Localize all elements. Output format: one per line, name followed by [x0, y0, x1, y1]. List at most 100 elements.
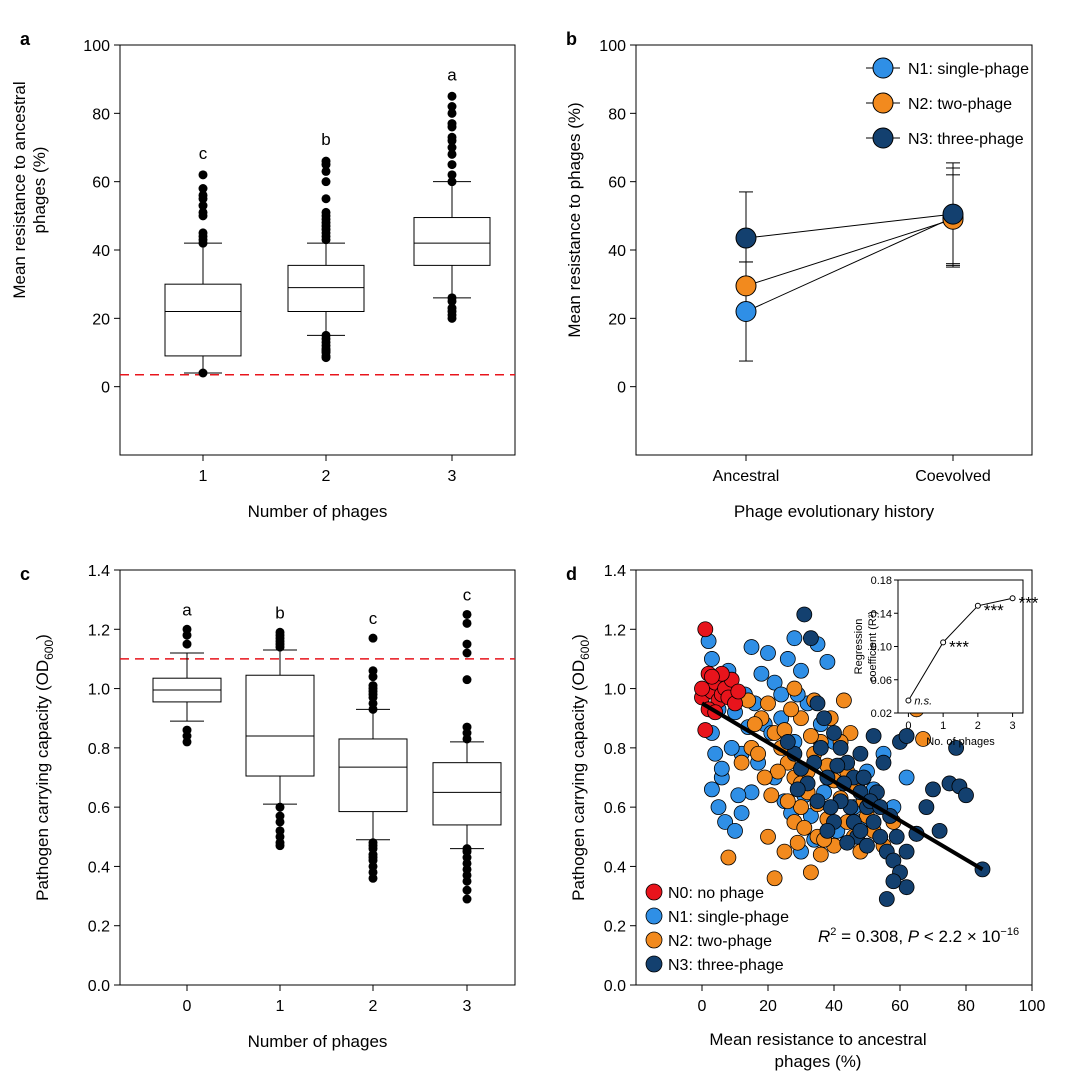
panel-d-inset-xtick-label-3: 3: [1010, 720, 1016, 732]
panel-d-point-3-57: [852, 822, 869, 839]
panel-d-point-2-41: [750, 745, 766, 762]
panel-a-outlier-2-15: [447, 108, 457, 118]
panel-a-boxplot: 0 20 40 60 80 100 c 1 b 2 a 3 Number of phages Mean r…: [10, 38, 516, 521]
panel-c-xtick-label-0: 0: [183, 998, 192, 1015]
panel-a-outlier-0-7: [198, 201, 208, 211]
panel-d-point-1-36: [898, 769, 915, 786]
panel-d-xtick-label-3: 60: [891, 998, 909, 1015]
panel-b-lineplot: 0 20 40 60 80 100 Ancestral Coevolved N1: single…: [565, 38, 1033, 521]
panel-d-point-3-29: [898, 728, 915, 744]
panel-d-point-1-25: [819, 653, 836, 670]
panel-d-point-3-15: [898, 879, 915, 896]
panel-a-box-0: [164, 283, 242, 357]
panel-d-point-2-12: [760, 695, 776, 712]
panel-a-ylabel: Mean resistance to ancestral phages (%): [10, 81, 49, 298]
panel-d-ytick-label-7: 1.4: [604, 563, 626, 580]
panel-c-outlier-0-5: [182, 624, 192, 634]
panel-d-point-3-30: [865, 728, 882, 744]
panel-d-point-3-32: [852, 745, 869, 762]
panel-b-series-line-0: [745, 217, 954, 312]
panel-c-outlier-2-8: [368, 838, 378, 848]
panel-a-outlier-0-10: [198, 184, 208, 193]
panel-c-sig-letter-3: c: [463, 585, 472, 604]
panel-a-outlier-2-8: [447, 160, 457, 170]
panel-d-point-3-42: [779, 734, 796, 750]
panel-d-inset-sig-3: ***: [1019, 593, 1039, 612]
panel-a-outlier-2-5: [447, 293, 457, 303]
panel-d-point-3-4: [826, 725, 842, 741]
panel-d-legend-marker-1: [645, 907, 663, 925]
panel-d-point-0-16: [694, 680, 710, 697]
panel-d-point-3-11: [872, 828, 889, 845]
panel-a-outlier-2-16: [447, 102, 457, 111]
panel-c-outlier-2-18: [368, 633, 378, 643]
panel-d-point-2-3: [776, 843, 793, 860]
panel-b-ytick-label-1: 20: [608, 311, 626, 328]
panel-c-outlier-3-0: [462, 894, 472, 904]
panel-c-sig-letter-1: b: [275, 603, 284, 622]
panel-a-outlier-2-6: [447, 177, 457, 187]
panel-d-point-2-7: [803, 864, 819, 881]
panel-a-xtick-label-1: 2: [322, 468, 331, 485]
panel-c-outlier-3-8: [462, 844, 472, 854]
panel-d-ytick-label-3: 0.6: [604, 800, 626, 817]
panel-b-ytick-label-3: 60: [608, 175, 626, 192]
panel-c-ylabel-text: Pathogen carrying capacity (OD600): [33, 634, 56, 901]
panel-a-xlabel: Number of phages: [248, 502, 388, 521]
panel-d-point-3-37: [812, 739, 829, 756]
panel-d-inset-point-1: [940, 639, 947, 646]
panel-d-legend-marker-3: [645, 955, 663, 973]
panel-b-legend-label-0: N1: single-phage: [908, 61, 1029, 78]
panel-d-point-3-48: [829, 757, 846, 774]
panel-a-sig-letter-0: c: [199, 144, 208, 163]
panel-a-outlier-1-18: [321, 194, 331, 204]
panel-d-point-0-1: [697, 621, 714, 638]
panel-d-point-1-42: [803, 808, 819, 824]
panel-d-point-1-17: [760, 645, 776, 661]
panel-d-point-1-10: [727, 822, 743, 839]
panel-d-point-2-2: [766, 870, 783, 887]
panel-d-inset-ytick-label-2: 0.10: [871, 642, 892, 654]
panel-d-inset-sig-1: ***: [949, 637, 969, 656]
panel-d-ytick-label-5: 1.0: [604, 682, 626, 699]
panel-c-outlier-1-5: [275, 811, 285, 821]
panel-a-outlier-0-4: [198, 228, 208, 238]
panel-d-point-2-36: [786, 680, 803, 697]
panel-d-point-3-22: [931, 822, 948, 839]
panel-letter-a: a: [20, 29, 31, 49]
panel-c-outlier-3-12: [462, 675, 472, 685]
panel-c-ytick-label-5: 1.0: [88, 682, 110, 699]
panel-c-outlier-3-16: [462, 609, 472, 619]
panel-a-outlier-2-14: [447, 119, 457, 129]
panel-d-point-1-8: [710, 799, 727, 816]
panel-b-legend-label-2: N3: three-phage: [908, 131, 1024, 148]
panel-d-legend-label-2: N2: two-phage: [668, 933, 772, 950]
panel-a-box-2: [413, 217, 491, 266]
panel-a-ytick-label-3: 60: [92, 175, 110, 192]
panel-d-point-2-54: [803, 728, 819, 744]
panel-a-outlier-1-8: [321, 330, 331, 340]
panel-d-point-2-5: [793, 799, 809, 816]
panel-d-point-3-55: [789, 781, 806, 798]
panel-b-legend-label-1: N2: two-phage: [908, 96, 1012, 113]
panel-c-ytick-label-3: 0.6: [88, 800, 110, 817]
panel-d-ytick-label-0: 0.0: [604, 978, 626, 995]
panel-a-outlier-2-7: [447, 170, 457, 180]
panel-d-xlabel-line-0: Mean resistance to ancestral: [709, 1030, 926, 1049]
panel-d-point-2-1: [760, 828, 776, 845]
panel-c-outlier-2-17: [368, 666, 378, 676]
panel-a-box-1: [287, 264, 365, 312]
panel-d-point-1-53: [713, 760, 730, 777]
panel-b-legend-marker-1: [872, 92, 894, 114]
panel-d-point-3-10: [865, 814, 882, 830]
panel-d-ylabel-text: Pathogen carrying capacity (OD600): [569, 634, 592, 901]
panel-a-outlier-2-12: [447, 132, 457, 142]
panel-d-point-1-18: [766, 674, 783, 691]
panel-b-point-1-0: [735, 275, 757, 297]
panel-c-xtick-label-1: 1: [276, 998, 285, 1015]
panel-c-frame: [119, 569, 516, 986]
panel-c-sig-letter-0: a: [182, 600, 192, 619]
panel-d-point-2-51: [756, 769, 773, 786]
panel-a-outlier-2-9: [447, 149, 457, 159]
panel-d-inset-point-0: [905, 697, 912, 704]
